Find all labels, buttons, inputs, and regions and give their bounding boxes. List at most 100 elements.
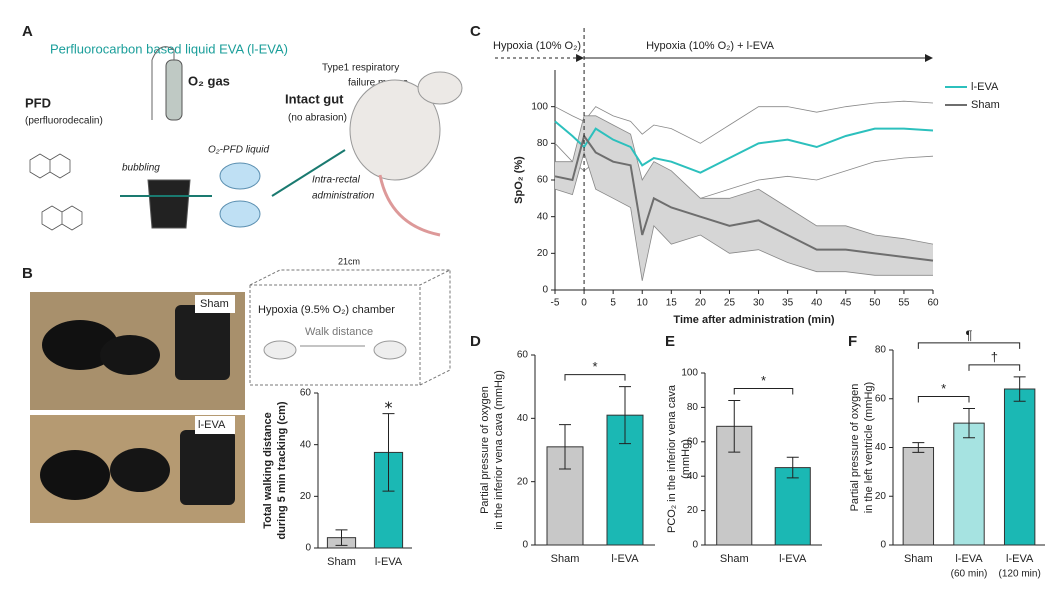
y-tick-label: 40 bbox=[517, 413, 529, 424]
band-lower bbox=[554, 151, 933, 281]
y-tick-label: 100 bbox=[681, 368, 698, 379]
y-tick-label: 0 bbox=[522, 540, 528, 551]
x-tick-label: 15 bbox=[666, 298, 678, 309]
x-tick-label: 40 bbox=[811, 298, 823, 309]
error-bar bbox=[382, 413, 395, 492]
box-width: 21cm bbox=[338, 256, 360, 266]
x-tick-label: -5 bbox=[551, 298, 560, 309]
arrow-head bbox=[576, 54, 585, 62]
mouse-head bbox=[417, 71, 463, 105]
walk-label: Walk distance bbox=[305, 326, 373, 338]
y-tick-label: 60 bbox=[687, 436, 699, 447]
route: administration bbox=[312, 191, 375, 202]
y-tick-label: 40 bbox=[300, 439, 312, 450]
x-tick-label: l-EVA bbox=[611, 553, 639, 565]
y-tick-label: 80 bbox=[687, 402, 699, 413]
panel-label: C bbox=[470, 23, 481, 40]
panel-a: Perfluorocarbon based liquid EVA (l-EVA)… bbox=[25, 41, 463, 237]
mouse bbox=[100, 335, 160, 375]
y-axis-label: (mmHg) bbox=[680, 439, 692, 479]
y-tick-label: 0 bbox=[305, 543, 311, 554]
mouse bbox=[40, 450, 110, 500]
band-upper bbox=[555, 115, 934, 245]
x-tick-label: l-EVA bbox=[779, 553, 807, 565]
x-tick-label: 25 bbox=[724, 298, 736, 309]
x-tick-label: Sham bbox=[551, 553, 580, 565]
x-tick-label: 45 bbox=[840, 298, 852, 309]
panel-label: E bbox=[665, 333, 675, 350]
x-tick-sublabel: (120 min) bbox=[999, 569, 1041, 580]
x-tick-label: 55 bbox=[898, 298, 910, 309]
x-tick-label: l-EVA bbox=[375, 556, 403, 568]
error-bar bbox=[335, 529, 348, 546]
chamber bbox=[249, 269, 451, 386]
error-bar bbox=[963, 408, 975, 439]
y-tick-label: 20 bbox=[687, 505, 699, 516]
mouse-tail bbox=[378, 174, 441, 237]
gas-tube bbox=[151, 46, 175, 120]
x-tick-label: 5 bbox=[610, 298, 616, 309]
x-axis-label: Time after administration (min) bbox=[673, 314, 834, 326]
significance: * bbox=[592, 359, 597, 374]
significance: † bbox=[991, 349, 998, 364]
significance-bracket bbox=[968, 364, 1021, 371]
y-tick-label: 100 bbox=[531, 101, 548, 112]
mouse bbox=[373, 340, 407, 360]
x-tick-label: Sham bbox=[904, 553, 933, 565]
panel-label: A bbox=[22, 23, 33, 40]
y-tick-label: 60 bbox=[875, 393, 887, 404]
band bbox=[555, 115, 933, 281]
y-tick-label: 80 bbox=[875, 345, 887, 356]
mouse bbox=[42, 320, 118, 370]
gas-cylinder bbox=[165, 59, 183, 121]
y-axis-label: SpO₂ (%) bbox=[513, 156, 525, 204]
beaker bbox=[147, 179, 191, 229]
panel-label: B bbox=[22, 265, 33, 282]
x-tick-label: 60 bbox=[927, 298, 939, 309]
x-tick-label: l-EVA bbox=[1006, 553, 1034, 565]
y-tick-label: 20 bbox=[300, 491, 312, 502]
device bbox=[175, 305, 230, 380]
liquid: O₂-PFD liquid bbox=[208, 145, 269, 156]
y-tick-label: 0 bbox=[880, 540, 886, 551]
a-title: Perfluorocarbon based liquid EVA (l-EVA) bbox=[50, 41, 288, 56]
arrow bbox=[271, 149, 346, 197]
photo-label: Sham bbox=[200, 298, 229, 310]
legend-label: l-EVA bbox=[971, 81, 999, 93]
significance-bracket bbox=[564, 374, 626, 381]
x-tick-label: 0 bbox=[581, 298, 587, 309]
error-bar bbox=[786, 456, 799, 479]
significance: * bbox=[761, 373, 766, 388]
y-tick-label: 60 bbox=[300, 388, 312, 399]
device bbox=[180, 430, 235, 505]
y-tick-label: 60 bbox=[537, 175, 549, 186]
x-tick-label: Sham bbox=[720, 553, 749, 565]
bubbling: bubbling bbox=[122, 163, 160, 174]
error-bar bbox=[619, 386, 631, 445]
route: Intra-rectal bbox=[312, 175, 361, 186]
bar bbox=[1003, 388, 1036, 546]
x-tick-label: l-EVA bbox=[955, 553, 983, 565]
legend-label: Sham bbox=[971, 99, 1000, 111]
phase-label: Hypoxia (10% O₂) bbox=[493, 40, 581, 52]
error-bar bbox=[559, 424, 571, 470]
bar bbox=[774, 467, 811, 546]
significance-bracket bbox=[733, 388, 794, 395]
x-tick-label: 50 bbox=[869, 298, 881, 309]
panel-b: Sham l-EVA 21cm Hypoxia (9.5% O₂) chambe… bbox=[30, 256, 451, 523]
x-tick-label: 20 bbox=[695, 298, 707, 309]
arrow-head bbox=[925, 54, 933, 62]
photo-label: l-EVA bbox=[198, 419, 226, 431]
y-tick-label: 20 bbox=[875, 491, 887, 502]
y-tick-label: 40 bbox=[875, 442, 887, 453]
x-tick-label: 10 bbox=[637, 298, 649, 309]
error-bar bbox=[912, 442, 925, 453]
droplet bbox=[219, 200, 261, 228]
series-line bbox=[554, 120, 934, 174]
significance-bracket bbox=[917, 342, 1021, 349]
y-axis-label: Partial pressure of oxygen bbox=[849, 384, 861, 512]
chamber-label: Hypoxia (9.5% O₂) chamber bbox=[258, 304, 395, 316]
error-bar bbox=[1013, 376, 1026, 402]
